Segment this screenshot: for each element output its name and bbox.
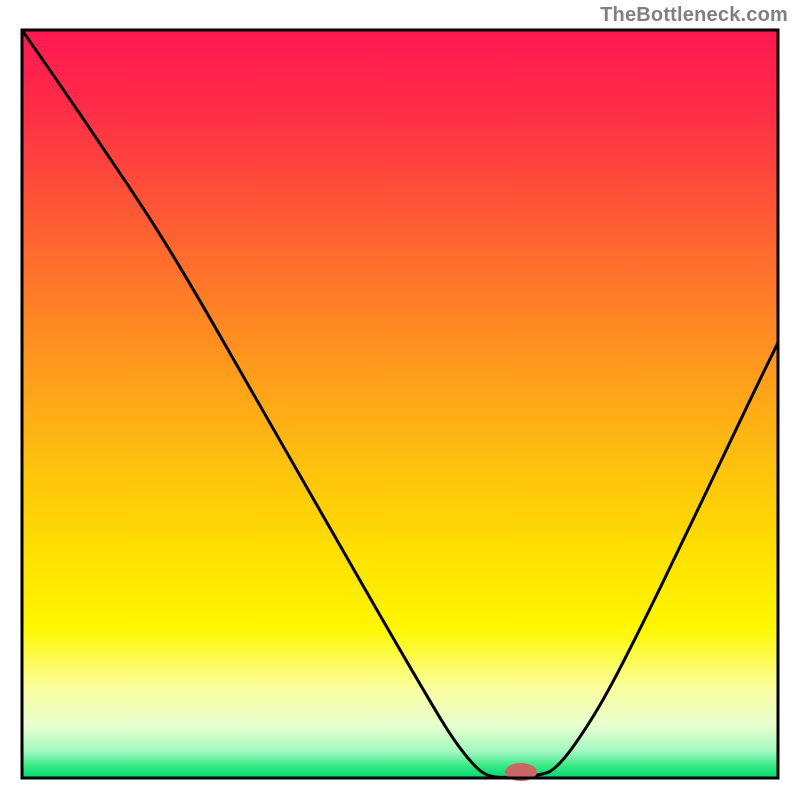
chart-container: { "watermark": "TheBottleneck.com", "cha…: [0, 0, 800, 800]
watermark-label: TheBottleneck.com: [600, 4, 788, 27]
bottleneck-curve-chart: [0, 0, 800, 800]
gradient-background: [22, 30, 778, 778]
